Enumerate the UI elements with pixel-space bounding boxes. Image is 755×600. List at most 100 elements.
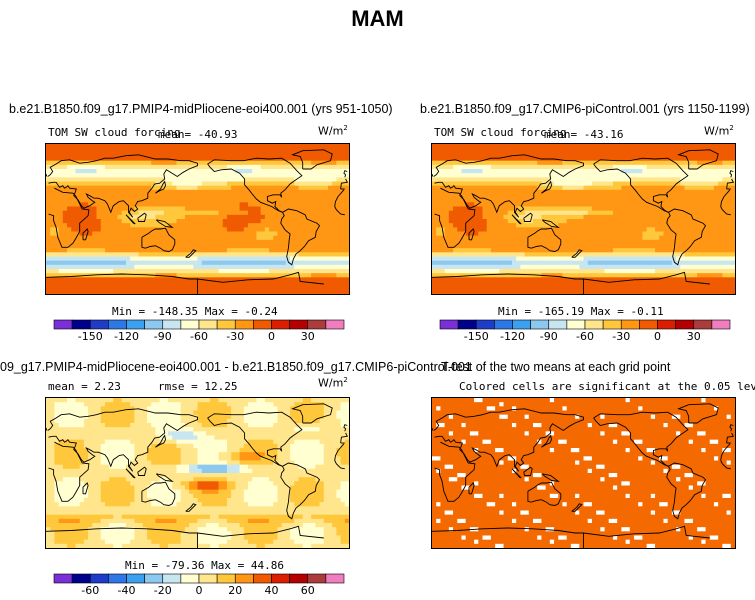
cbar2-tick-5: 0 xyxy=(654,330,661,343)
panel2-map xyxy=(431,143,736,295)
cbar2-tick-2: -90 xyxy=(540,330,558,343)
map4-coastlines xyxy=(432,403,734,548)
cbar1-swatch-13 xyxy=(289,319,309,330)
map2-field xyxy=(432,144,735,294)
cbar2-tick-3: -60 xyxy=(576,330,594,343)
cbar3-swatch-14 xyxy=(307,573,327,584)
cbar1-tick-5: 0 xyxy=(268,330,275,343)
cbar1-swatch-9 xyxy=(216,319,236,330)
cbar1-tick-1: -120 xyxy=(114,330,139,343)
cbar1-swatch-10 xyxy=(234,319,254,330)
panel3-colorbar: -60 -40 -20 0 20 40 60 xyxy=(53,573,345,597)
panel1-title: b.e21.B1850.f09_g17.PMIP4-midPliocene-eo… xyxy=(9,102,393,116)
cbar3-swatch-13 xyxy=(289,573,309,584)
panel1-variable: TOM SW cloud forcing xyxy=(48,126,181,139)
panel1-units: W/m2 xyxy=(318,124,348,138)
map1-field xyxy=(46,144,349,294)
cbar2-tick-4: -30 xyxy=(612,330,630,343)
cbar2-swatch-11 xyxy=(639,319,658,330)
cbar2-tick-1: -120 xyxy=(500,330,525,343)
panel3-rmse: rmse = 12.25 xyxy=(158,380,238,393)
cbar2-tick-6: 30 xyxy=(687,330,701,343)
cbar3-swatch-9 xyxy=(216,573,236,584)
panel3-title: 09_g17.PMIP4-midPliocene-eoi400.001 - b.… xyxy=(0,360,472,374)
panel1-mean: mean= -40.93 xyxy=(158,128,238,141)
cbar2-swatch-8 xyxy=(584,319,604,330)
cbar1-swatch-4 xyxy=(126,319,145,330)
cbar2-swatch-12 xyxy=(657,319,676,330)
panel3-units: W/m2 xyxy=(318,376,348,390)
cbar1-swatch-7 xyxy=(180,319,200,330)
panel2-mean: mean= -43.16 xyxy=(544,128,624,141)
cbar2-swatch-7 xyxy=(566,319,586,330)
cbar1-tick-0: -150 xyxy=(78,330,103,343)
panel4-subtitle: Colored cells are significant at the 0.0… xyxy=(459,380,755,393)
cbar1-swatch-3 xyxy=(108,319,127,330)
cbar2-swatch-10 xyxy=(620,319,640,330)
cbar1-swatch-2 xyxy=(89,319,109,330)
cbar2-swatch-2 xyxy=(475,319,495,330)
cbar1-swatch-1 xyxy=(71,319,91,330)
cbar3-swatch-6 xyxy=(162,573,182,584)
cbar3-swatch-11 xyxy=(253,573,272,584)
page-title: MAM xyxy=(351,6,404,31)
map2-coastlines xyxy=(432,149,734,294)
panel4-map xyxy=(431,397,736,549)
panel3-mean: mean = 2.23 xyxy=(48,380,121,393)
cbar2-swatch-13 xyxy=(675,319,695,330)
cbar1-swatch-0 xyxy=(53,319,73,330)
cbar1-tick-4: -30 xyxy=(226,330,244,343)
cbar2-swatch-0 xyxy=(439,319,459,330)
cbar3-tick-0: -60 xyxy=(81,584,99,597)
panel4-title: T-test of the two means at each grid poi… xyxy=(441,360,671,374)
cbar1-tick-3: -60 xyxy=(190,330,208,343)
panel1-map xyxy=(45,143,350,295)
map3-field xyxy=(46,398,349,548)
panel2-colorbar: -150 -120 -90 -60 -30 0 30 xyxy=(439,319,731,343)
cbar1-swatch-11 xyxy=(253,319,272,330)
cbar3-tick-3: 0 xyxy=(196,584,203,597)
cbar1-swatch-15 xyxy=(325,319,345,330)
cbar3-swatch-8 xyxy=(198,573,218,584)
cbar2-tick-0: -150 xyxy=(464,330,489,343)
map3-coastlines xyxy=(46,403,348,548)
cbar2-swatch-3 xyxy=(494,319,513,330)
panel3-map xyxy=(45,397,350,549)
cbar3-tick-1: -40 xyxy=(118,584,136,597)
cbar3-tick-5: 40 xyxy=(265,584,279,597)
cbar1-swatch-5 xyxy=(144,319,164,330)
cbar3-swatch-2 xyxy=(89,573,109,584)
cbar2-swatch-14 xyxy=(693,319,713,330)
cbar1-swatch-8 xyxy=(198,319,218,330)
cbar2-swatch-15 xyxy=(711,319,731,330)
cbar2-swatch-4 xyxy=(512,319,531,330)
panel2-units: W/m2 xyxy=(704,124,734,138)
cbar2-swatch-5 xyxy=(530,319,550,330)
cbar1-tick-2: -90 xyxy=(154,330,172,343)
cbar3-swatch-1 xyxy=(71,573,91,584)
cbar3-swatch-4 xyxy=(126,573,145,584)
cbar3-swatch-0 xyxy=(53,573,73,584)
cbar3-tick-2: -20 xyxy=(154,584,172,597)
cbar3-swatch-5 xyxy=(144,573,164,584)
cbar2-swatch-9 xyxy=(602,319,622,330)
cbar3-swatch-7 xyxy=(180,573,200,584)
panel2-variable: TOM SW cloud forcing xyxy=(434,126,567,139)
panel1-colorbar: -150 -120 -90 -60 -30 0 30 xyxy=(53,319,345,343)
cbar3-tick-4: 20 xyxy=(228,584,242,597)
cbar3-swatch-10 xyxy=(234,573,254,584)
cbar3-swatch-3 xyxy=(108,573,127,584)
cbar2-swatch-1 xyxy=(457,319,477,330)
cbar2-swatch-6 xyxy=(548,319,568,330)
cbar3-swatch-15 xyxy=(325,573,345,584)
cbar1-swatch-6 xyxy=(162,319,182,330)
cbar3-swatch-12 xyxy=(271,573,290,584)
panel1-minmax: Min = -148.35 Max = -0.24 xyxy=(112,305,278,318)
map1-coastlines xyxy=(46,149,348,294)
cbar3-tick-6: 60 xyxy=(301,584,315,597)
panel2-title: b.e21.B1850.f09_g17.CMIP6-piControl.001 … xyxy=(420,102,750,116)
panel2-minmax: Min = -165.19 Max = -0.11 xyxy=(498,305,664,318)
panel3-minmax: Min = -79.36 Max = 44.86 xyxy=(125,559,284,572)
map4-field xyxy=(432,398,735,548)
cbar1-swatch-14 xyxy=(307,319,327,330)
